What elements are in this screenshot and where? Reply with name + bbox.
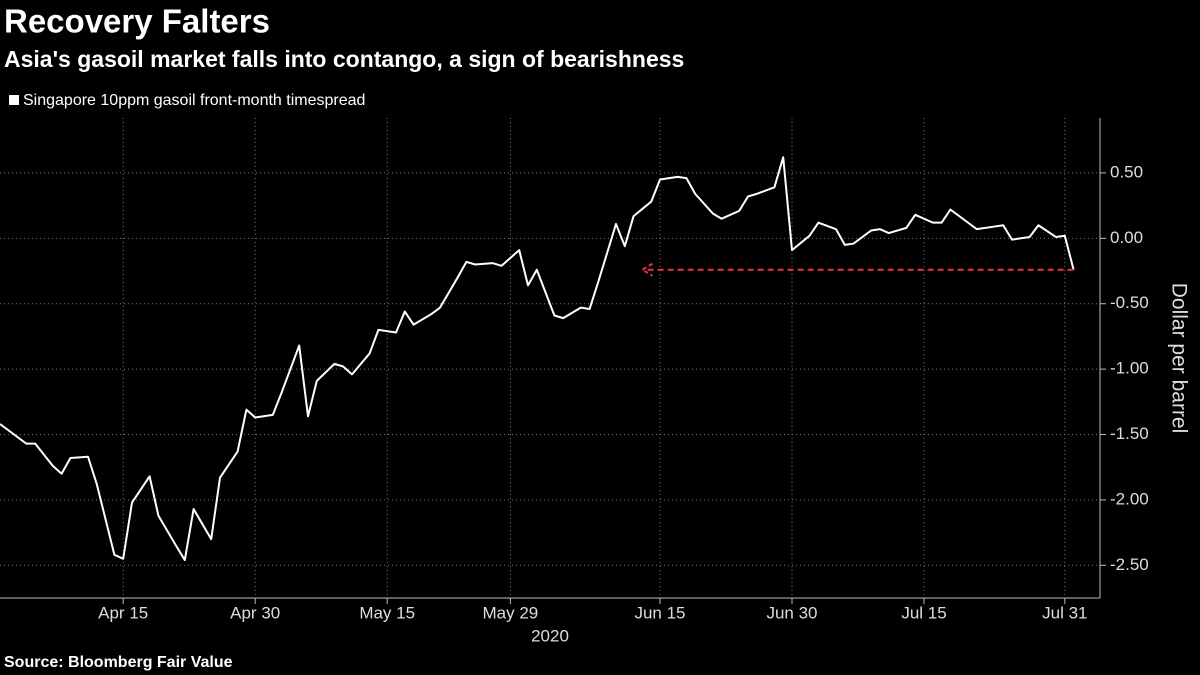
x-tick-label: May 15 — [359, 603, 415, 622]
legend-label: Singapore 10ppm gasoil front-month times… — [23, 92, 365, 109]
y-tick-label: -2.00 — [1110, 489, 1149, 508]
x-tick-label: Apr 30 — [230, 603, 280, 622]
x-tick-label: Jul 31 — [1042, 603, 1087, 622]
chart-subtitle: Asia's gasoil market falls into contango… — [4, 46, 684, 72]
legend-swatch — [9, 95, 19, 105]
x-tick-label: Jun 15 — [634, 603, 685, 622]
y-tick-label: -0.50 — [1110, 293, 1149, 312]
series-line — [0, 156, 1075, 562]
y-tick-label: 0.50 — [1110, 162, 1143, 181]
x-axis-label: 2020 — [531, 626, 569, 645]
y-tick-label: -1.00 — [1110, 359, 1149, 378]
x-tick-label: Apr 15 — [98, 603, 148, 622]
chart-title: Recovery Falters — [4, 3, 270, 40]
y-tick-label: 0.00 — [1110, 228, 1143, 247]
arrow-head — [640, 262, 653, 277]
y-axis-label: Dollar per barrel — [1167, 283, 1190, 434]
source: Source: Bloomberg Fair Value — [4, 654, 233, 671]
x-tick-label: Jun 30 — [766, 603, 817, 622]
y-tick-label: -2.50 — [1110, 555, 1149, 574]
x-tick-label: May 29 — [483, 603, 539, 622]
x-tick-label: Jul 15 — [901, 603, 946, 622]
y-tick-label: -1.50 — [1110, 424, 1149, 443]
